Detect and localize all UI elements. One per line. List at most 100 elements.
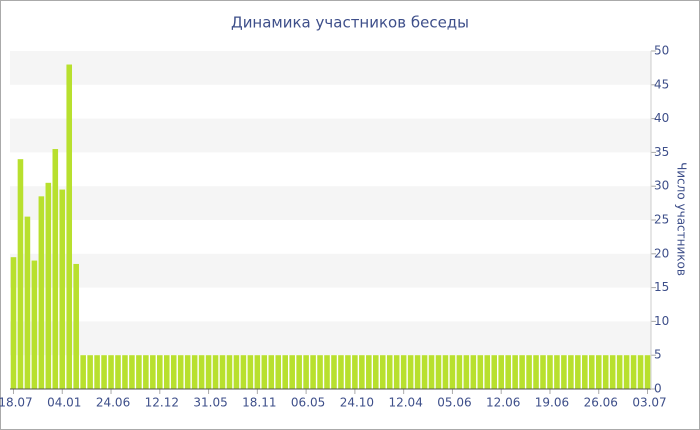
bar xyxy=(491,355,498,389)
bar xyxy=(519,355,525,389)
bar xyxy=(575,355,581,389)
bar xyxy=(136,355,142,389)
bar xyxy=(177,355,184,389)
bar xyxy=(303,355,309,389)
bar xyxy=(108,355,114,389)
bar xyxy=(233,355,240,389)
y-tick-label: 0 xyxy=(654,382,662,396)
bar xyxy=(345,355,351,389)
x-tick-label: 18.07 xyxy=(0,396,33,410)
grid-band xyxy=(10,186,651,220)
bar xyxy=(66,64,73,390)
x-tick-label: 26.06 xyxy=(584,396,618,410)
bar xyxy=(505,355,511,389)
bar xyxy=(324,355,330,389)
bar xyxy=(609,355,616,389)
bar xyxy=(317,355,323,389)
bar xyxy=(170,355,177,389)
bar xyxy=(24,216,31,389)
bar xyxy=(289,355,295,389)
bar xyxy=(254,355,261,389)
y-tick-label: 25 xyxy=(654,213,669,227)
y-tick-label: 15 xyxy=(654,280,669,294)
bar xyxy=(94,355,100,389)
bar xyxy=(143,355,149,389)
x-tick-label: 03.07 xyxy=(632,396,666,410)
bar xyxy=(184,355,191,389)
bar xyxy=(449,355,456,389)
bar xyxy=(205,355,212,389)
bar xyxy=(240,355,247,389)
bar xyxy=(261,355,268,389)
bar xyxy=(616,355,623,389)
bar xyxy=(157,355,163,389)
bar xyxy=(310,355,316,389)
bar xyxy=(456,355,463,389)
bar xyxy=(212,355,219,389)
bar xyxy=(379,355,386,389)
bar xyxy=(296,355,302,389)
x-tick-label: 31.05 xyxy=(193,396,227,410)
bar xyxy=(129,355,135,389)
y-tick-label: 20 xyxy=(654,246,669,260)
x-tick-label: 18.11 xyxy=(242,396,276,410)
bar xyxy=(31,260,38,389)
y-axis-label: Число участников xyxy=(675,162,689,276)
y-tick-label: 50 xyxy=(654,44,669,58)
bar xyxy=(630,355,637,389)
bar xyxy=(59,189,66,389)
x-tick-label: 12.12 xyxy=(145,396,179,410)
x-tick-label: 12.04 xyxy=(388,396,422,410)
bar xyxy=(226,355,233,389)
chart-title: Динамика участников беседы xyxy=(231,14,469,32)
bar xyxy=(373,355,379,389)
bar xyxy=(359,355,365,389)
bar xyxy=(568,355,574,389)
bar xyxy=(595,355,602,389)
x-tick-label: 06.05 xyxy=(291,396,325,410)
bar xyxy=(275,355,282,389)
bar xyxy=(52,149,59,389)
bar xyxy=(533,355,539,389)
bar xyxy=(540,355,546,389)
bar xyxy=(442,355,449,389)
bar xyxy=(400,355,407,389)
bar xyxy=(366,355,372,389)
bar xyxy=(498,355,504,389)
bar xyxy=(407,355,414,389)
bar xyxy=(623,355,630,389)
bar xyxy=(101,355,107,389)
bar xyxy=(588,355,595,389)
grid-band xyxy=(10,321,651,356)
bar xyxy=(150,355,156,389)
x-tick-label: 12.06 xyxy=(486,396,520,410)
bar xyxy=(477,355,484,389)
x-tick-label: 24.10 xyxy=(340,396,374,410)
bar xyxy=(435,355,442,389)
bar xyxy=(421,355,428,389)
bar xyxy=(463,355,470,389)
bar xyxy=(198,355,205,389)
grid-band xyxy=(10,253,651,288)
y-tick-label: 35 xyxy=(654,145,669,159)
grid-band xyxy=(10,51,651,85)
bar xyxy=(554,355,560,389)
bar xyxy=(17,159,24,389)
bar xyxy=(386,355,393,389)
bar xyxy=(38,196,45,389)
bar xyxy=(331,355,337,389)
bar xyxy=(247,355,254,389)
bar xyxy=(338,355,344,389)
x-tick-label: 24.06 xyxy=(96,396,130,410)
y-tick-label: 40 xyxy=(654,111,669,125)
y-tick-label: 30 xyxy=(654,179,669,193)
bar xyxy=(644,355,651,389)
bar xyxy=(122,355,128,389)
bar xyxy=(512,355,518,389)
bar xyxy=(73,263,79,389)
bar xyxy=(393,355,400,389)
bar xyxy=(219,355,226,389)
y-tick-label: 5 xyxy=(654,348,662,362)
bar xyxy=(547,355,553,389)
